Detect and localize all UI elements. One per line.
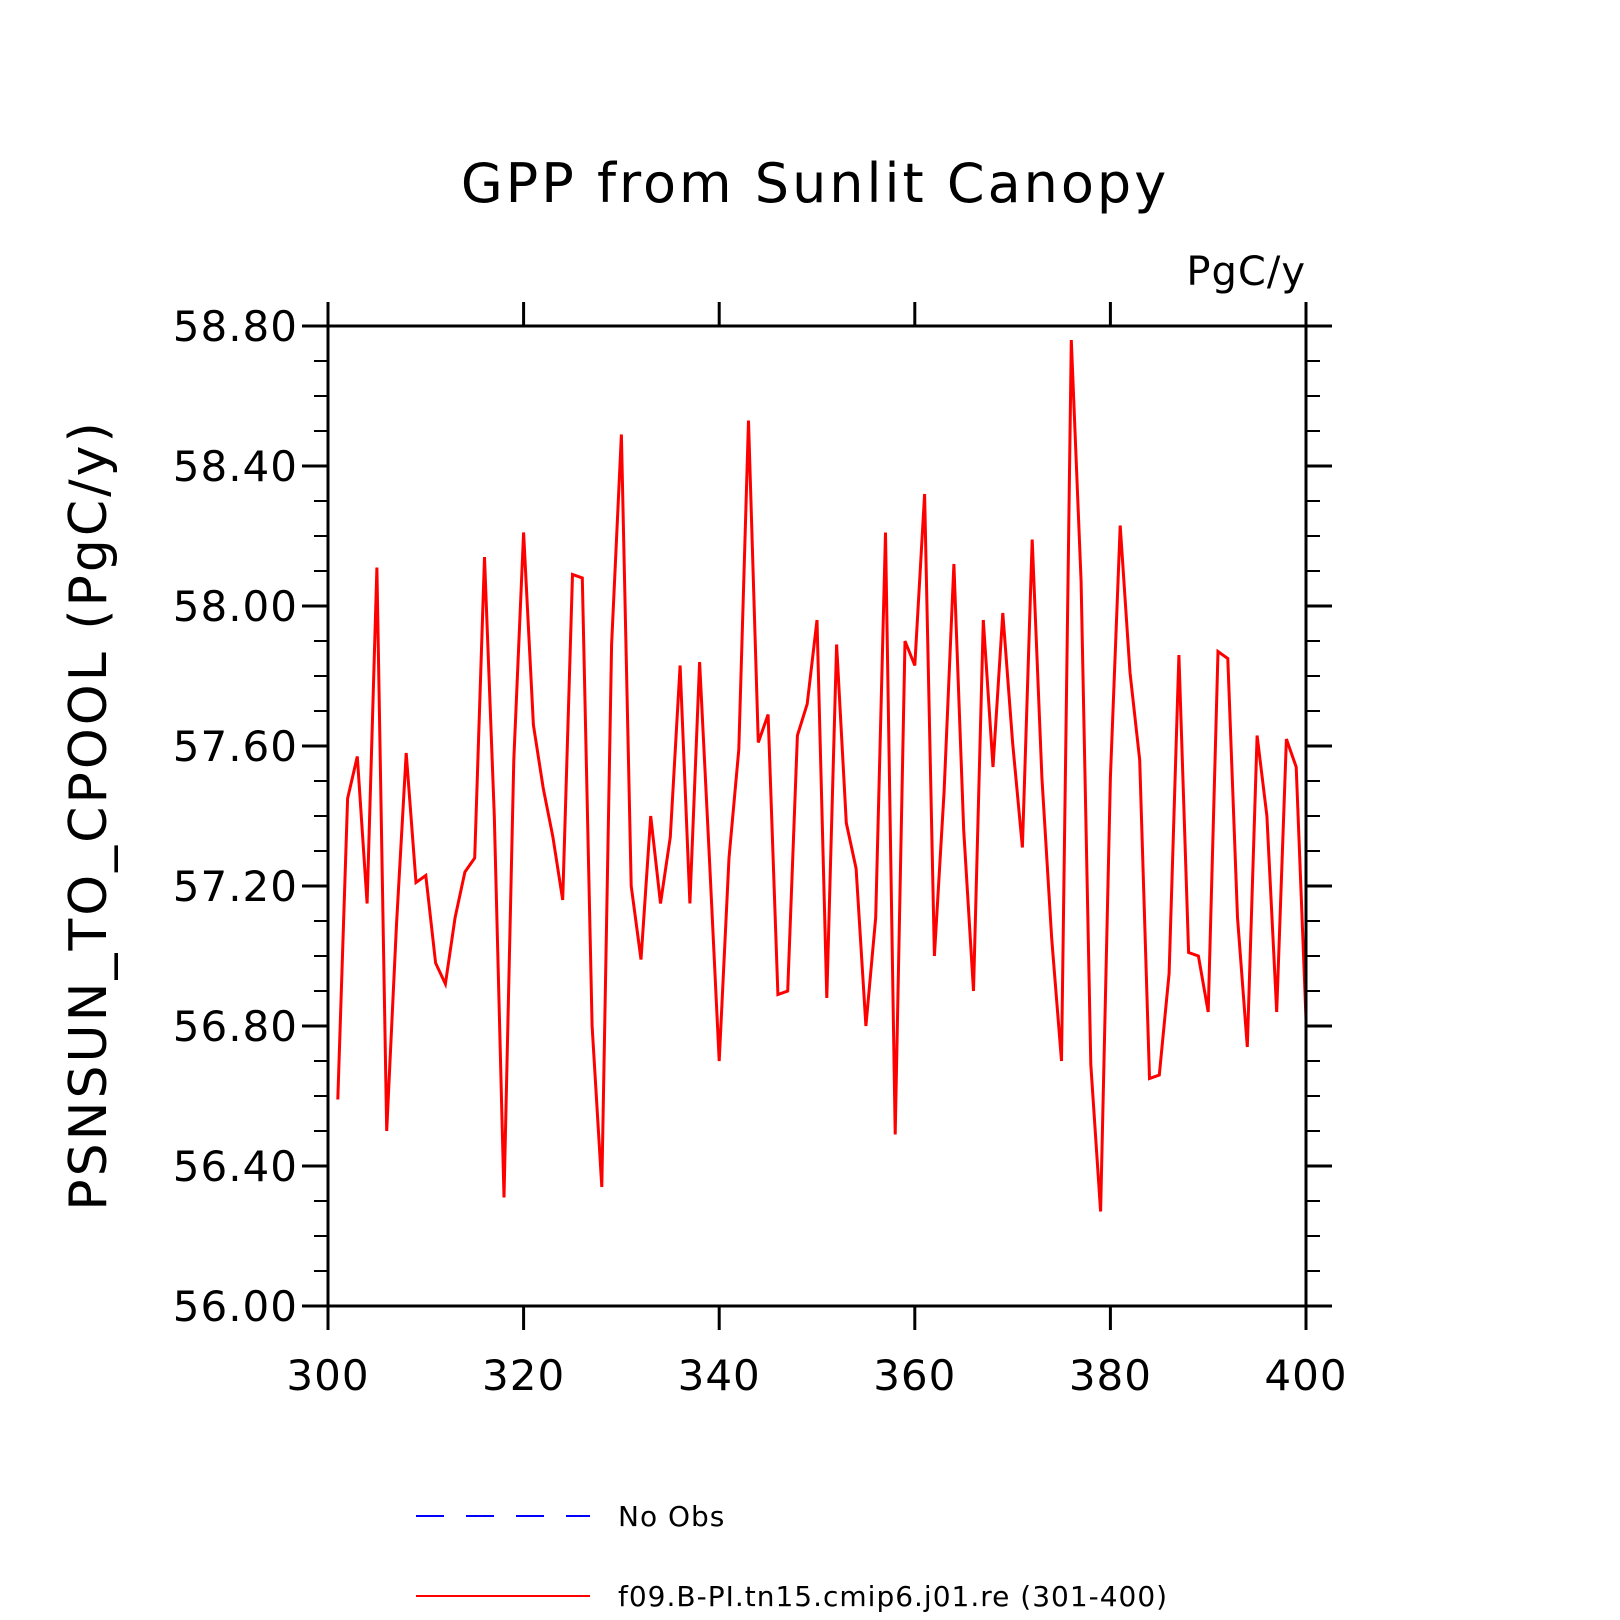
y-tick-label: 56.00 — [173, 1282, 298, 1331]
x-tick-label: 400 — [1264, 1351, 1347, 1400]
plot-frame — [326, 324, 1308, 1308]
y-axis-tick-labels: 56.00 56.40 56.80 57.20 57.60 58.00 58.40 58.80 — [173, 302, 298, 1331]
y-tick-label: 58.40 — [173, 442, 298, 491]
x-axis-ticks — [326, 302, 1308, 1330]
series-line-1 — [336, 339, 1306, 1212]
y-axis-label: PSNSUN_TO_CPOOL (PgC/y) — [59, 419, 119, 1211]
x-axis-tick-labels: 300 320 340 360 380 400 — [286, 1351, 1347, 1400]
x-tick-label: 360 — [873, 1351, 956, 1400]
y-axis-ticks — [302, 324, 1332, 1308]
y-tick-label: 57.20 — [173, 862, 298, 911]
x-tick-label: 320 — [482, 1351, 565, 1400]
x-tick-label: 380 — [1069, 1351, 1152, 1400]
legend-label-0: No Obs — [618, 1500, 725, 1533]
legend-label-1: f09.B-PI.tn15.cmip6.j01.re (301-400) — [618, 1580, 1168, 1613]
chart-title: GPP from Sunlit Canopy — [461, 152, 1169, 215]
x-tick-label: 340 — [678, 1351, 761, 1400]
series-layer — [336, 339, 1306, 1212]
y-tick-label: 58.00 — [173, 582, 298, 631]
y-tick-label: 57.60 — [173, 722, 298, 771]
y-tick-label: 56.80 — [173, 1002, 298, 1051]
units-label: PgC/y — [1186, 249, 1306, 295]
legend: No Obs f09.B-PI.tn15.cmip6.j01.re (301-40… — [416, 1500, 1168, 1613]
x-tick-label: 300 — [286, 1351, 369, 1400]
y-tick-label: 56.40 — [173, 1142, 298, 1191]
y-tick-label: 58.80 — [173, 302, 298, 351]
